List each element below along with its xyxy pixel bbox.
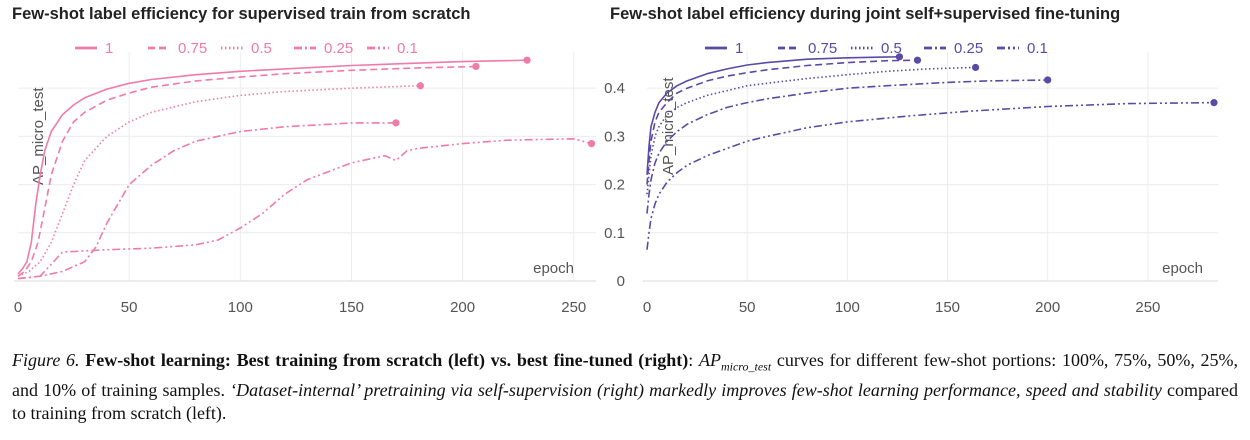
y-tick-label: 0.4 [604,80,625,97]
series-end-point [971,63,980,72]
x-axis-label: epoch [533,260,574,277]
legend-label: 0.25 [954,40,983,57]
series-line [646,101,1215,250]
caption-math: APmicro_test [698,350,771,374]
x-tick-label: 250 [1135,299,1160,316]
x-tick-label: 150 [339,299,364,316]
x-tick-label: 0 [643,299,651,316]
x-tick-label: 100 [835,299,860,316]
x-tick-label: 200 [1035,299,1060,316]
legend-label: 0.1 [1027,40,1048,57]
series-end-point [895,53,904,61]
x-tick-label: 150 [935,299,960,316]
legend-label: 0.75 [808,40,837,57]
legend-label: 0.1 [397,40,418,57]
x-tick-label: 0 [14,299,22,316]
series-line [17,84,421,277]
legend-label: 0.25 [324,40,353,57]
legend-label: 0.5 [881,40,902,57]
x-axis-label: epoch [1162,260,1203,277]
series-line [646,56,900,175]
y-axis-label: AP_micro_test [660,77,677,175]
series-line [17,122,396,280]
caption-bold-title: Few-shot learning: Best training from sc… [85,350,689,370]
x-tick-label: 250 [561,299,586,316]
right-chart-panel: Few-shot label efficiency during joint s… [600,0,1250,330]
x-tick-label: 200 [450,299,475,316]
figure-caption: Figure 6. Few-shot learning: Best traini… [12,350,1239,423]
figure-label: Figure 6. [12,350,80,370]
series-line [17,65,477,277]
caption-italic-text: ‘Dataset-internal’ pretraining via self-… [230,379,1162,400]
series-end-point [587,140,596,148]
series-end-point [1044,76,1052,84]
legend-label: 0.5 [251,40,272,57]
caption-text-1: curves for different few-shot portions: … [12,350,1239,400]
series-end-point [523,56,531,64]
left-chart-title: Few-shot label efficiency for supervised… [12,5,471,23]
caption-math-main: AP [698,350,721,370]
x-tick-label: 50 [121,299,138,316]
y-tick-label: 0.3 [604,128,625,145]
x-tick-label: 50 [739,299,756,316]
x-tick-label: 100 [228,299,253,316]
series-end-point [392,119,400,127]
right-chart-plot: 0 50 100 150 200 250 0 0.1 0.2 0.3 0.4 epoch AP_micr… [604,40,1218,316]
legend-label: 0.75 [178,40,207,57]
left-chart-plot: 0 50 100 150 200 250 epoch AP_micro_test 1 0.75 0.… [14,40,596,316]
y-tick-label: 0.1 [604,225,625,242]
series-line [17,138,592,280]
right-chart-title: Few-shot label efficiency during joint s… [610,5,1121,23]
legend-label: 1 [735,40,743,57]
caption-text-2: compared to training from scratch (left)… [12,379,1238,423]
series-end-point [1210,99,1218,107]
series-end-point [913,56,922,64]
series-line [646,59,918,185]
series-line [646,79,1048,214]
series-end-point [416,82,424,90]
series-end-point [472,62,480,71]
y-tick-label: 0.2 [604,177,625,194]
left-chart-panel: Few-shot label efficiency for supervised… [0,0,600,330]
y-axis-label: AP_micro_test [30,87,47,185]
legend-label: 1 [105,40,113,57]
caption-math-sub: micro_test [720,359,772,374]
series-line [17,59,528,275]
y-tick-label: 0 [617,273,625,290]
series-line [646,66,976,195]
